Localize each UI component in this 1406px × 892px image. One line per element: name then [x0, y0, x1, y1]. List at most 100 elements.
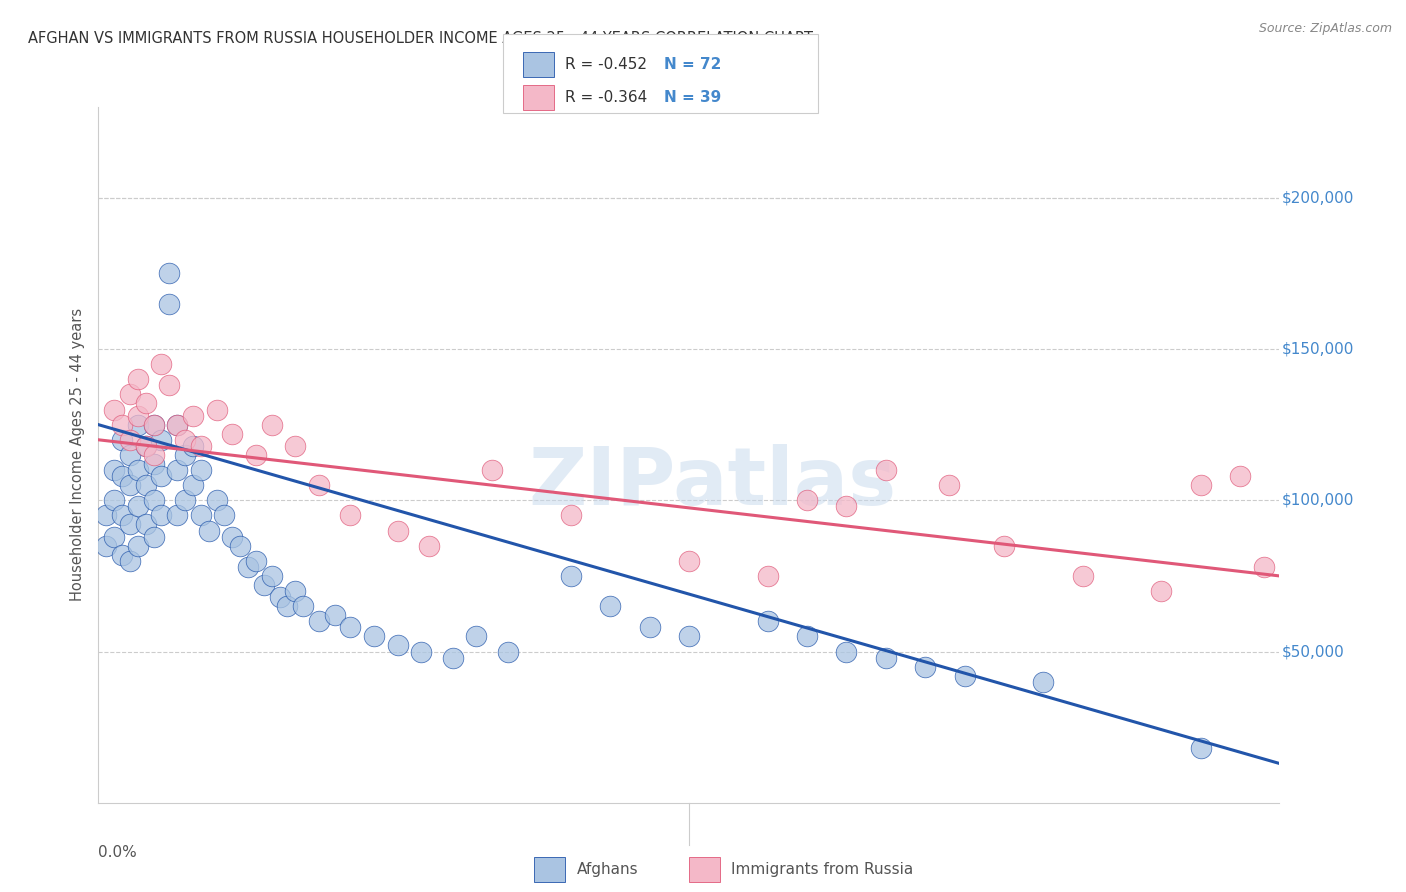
- Point: [103, 530, 125, 544]
- Text: Afghans: Afghans: [576, 863, 638, 877]
- Point: [111, 433, 134, 447]
- Point: [465, 629, 488, 643]
- Point: [914, 659, 936, 673]
- Point: [118, 517, 141, 532]
- Point: [103, 493, 125, 508]
- Point: [127, 417, 149, 432]
- Point: [174, 493, 197, 508]
- Text: R = -0.452: R = -0.452: [565, 57, 647, 72]
- Point: [157, 267, 180, 281]
- Point: [1253, 559, 1275, 574]
- Y-axis label: Householder Income Ages 25 - 44 years: Householder Income Ages 25 - 44 years: [70, 309, 86, 601]
- Point: [339, 508, 361, 523]
- Point: [638, 620, 661, 634]
- Point: [127, 409, 149, 423]
- Point: [875, 463, 897, 477]
- Text: R = -0.364: R = -0.364: [565, 90, 647, 105]
- Point: [205, 493, 228, 508]
- Point: [835, 500, 858, 514]
- Point: [118, 554, 141, 568]
- Point: [387, 524, 409, 538]
- Point: [142, 457, 165, 471]
- Point: [135, 478, 157, 492]
- Point: [308, 615, 330, 629]
- Point: [181, 409, 204, 423]
- Point: [236, 559, 259, 574]
- Point: [135, 439, 157, 453]
- Point: [363, 629, 385, 643]
- Point: [1229, 469, 1251, 483]
- Point: [127, 500, 149, 514]
- Point: [441, 650, 464, 665]
- Text: $150,000: $150,000: [1282, 342, 1354, 357]
- Point: [118, 387, 141, 401]
- Point: [214, 508, 236, 523]
- Point: [166, 417, 188, 432]
- Point: [111, 417, 134, 432]
- Point: [150, 357, 173, 371]
- Point: [166, 417, 188, 432]
- Text: $50,000: $50,000: [1282, 644, 1344, 659]
- Point: [205, 402, 228, 417]
- Text: Source: ZipAtlas.com: Source: ZipAtlas.com: [1258, 22, 1392, 36]
- Point: [103, 463, 125, 477]
- Text: 0.0%: 0.0%: [98, 845, 138, 860]
- Point: [190, 439, 212, 453]
- Point: [599, 599, 621, 614]
- Point: [157, 378, 180, 392]
- Point: [166, 508, 188, 523]
- Point: [993, 539, 1015, 553]
- Point: [135, 517, 157, 532]
- Point: [142, 417, 165, 432]
- Point: [1150, 584, 1173, 599]
- Point: [875, 650, 897, 665]
- Point: [796, 629, 818, 643]
- Point: [260, 417, 283, 432]
- Point: [678, 629, 700, 643]
- Point: [1032, 674, 1054, 689]
- Point: [127, 539, 149, 553]
- Point: [150, 469, 173, 483]
- Point: [953, 669, 976, 683]
- Point: [150, 433, 173, 447]
- Point: [560, 569, 582, 583]
- Point: [323, 608, 346, 623]
- Point: [387, 639, 409, 653]
- Point: [276, 599, 298, 614]
- Point: [197, 524, 219, 538]
- Point: [111, 508, 134, 523]
- Point: [245, 554, 267, 568]
- Point: [181, 478, 204, 492]
- Text: AFGHAN VS IMMIGRANTS FROM RUSSIA HOUSEHOLDER INCOME AGES 25 - 44 YEARS CORRELATI: AFGHAN VS IMMIGRANTS FROM RUSSIA HOUSEHO…: [28, 31, 813, 46]
- Point: [142, 448, 165, 462]
- Text: $200,000: $200,000: [1282, 190, 1354, 205]
- Point: [1071, 569, 1094, 583]
- Point: [284, 584, 307, 599]
- Point: [1189, 741, 1212, 756]
- Point: [245, 448, 267, 462]
- Point: [135, 396, 157, 410]
- Point: [111, 469, 134, 483]
- Point: [292, 599, 315, 614]
- Point: [796, 493, 818, 508]
- Point: [142, 530, 165, 544]
- Point: [103, 402, 125, 417]
- Point: [190, 463, 212, 477]
- Point: [284, 439, 307, 453]
- Point: [678, 554, 700, 568]
- Point: [418, 539, 440, 553]
- Point: [756, 569, 779, 583]
- Point: [339, 620, 361, 634]
- Point: [253, 578, 276, 592]
- Point: [96, 508, 118, 523]
- Point: [118, 448, 141, 462]
- Point: [1189, 478, 1212, 492]
- Point: [560, 508, 582, 523]
- Point: [142, 493, 165, 508]
- Point: [118, 478, 141, 492]
- Point: [135, 439, 157, 453]
- Point: [229, 539, 252, 553]
- Text: $100,000: $100,000: [1282, 492, 1354, 508]
- Point: [174, 433, 197, 447]
- Point: [269, 590, 291, 604]
